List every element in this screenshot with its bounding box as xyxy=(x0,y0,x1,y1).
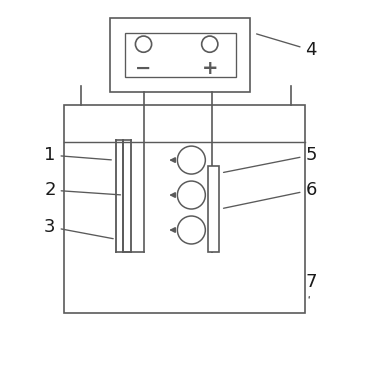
Bar xyxy=(110,18,250,92)
Bar xyxy=(208,166,219,252)
Circle shape xyxy=(177,146,205,174)
Text: 4: 4 xyxy=(256,34,317,59)
Text: −: − xyxy=(135,59,152,78)
Text: 6: 6 xyxy=(223,181,317,208)
Text: 1: 1 xyxy=(44,146,111,164)
Text: 2: 2 xyxy=(44,181,120,199)
Circle shape xyxy=(202,36,218,52)
Text: 3: 3 xyxy=(44,218,113,239)
Circle shape xyxy=(135,36,152,52)
Circle shape xyxy=(177,216,205,244)
Bar xyxy=(125,33,236,77)
Text: 7: 7 xyxy=(305,273,317,298)
Bar xyxy=(64,105,305,313)
Circle shape xyxy=(177,181,205,209)
Text: +: + xyxy=(202,59,218,78)
Text: 5: 5 xyxy=(223,146,317,173)
